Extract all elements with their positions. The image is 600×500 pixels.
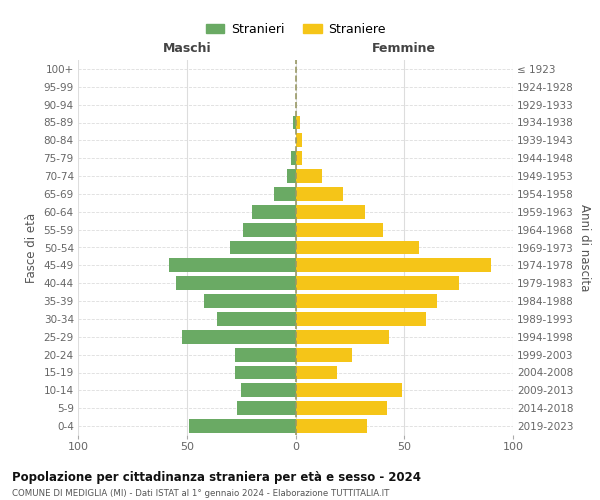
Bar (296, 134, 302, 147)
Bar (296, 222, 383, 236)
Bar (296, 312, 426, 326)
Bar (182, 330, 296, 344)
Bar (296, 205, 365, 219)
Bar (241, 384, 296, 398)
Text: COMUNE DI MEDIGLIA (MI) - Dati ISTAT al 1° gennaio 2024 - Elaborazione TUTTITALI: COMUNE DI MEDIGLIA (MI) - Dati ISTAT al … (12, 489, 389, 498)
Bar (235, 348, 296, 362)
Bar (296, 151, 302, 165)
Bar (296, 348, 352, 362)
Bar (235, 366, 296, 380)
Text: Popolazione per cittadinanza straniera per età e sesso - 2024: Popolazione per cittadinanza straniera p… (12, 471, 421, 484)
Bar (296, 401, 387, 415)
Text: Maschi: Maschi (163, 42, 211, 54)
Bar (296, 116, 300, 130)
Bar (287, 169, 296, 183)
Bar (252, 205, 296, 219)
Legend: Stranieri, Straniere: Stranieri, Straniere (200, 18, 391, 40)
Bar (296, 187, 343, 201)
Bar (274, 187, 296, 201)
Bar (293, 116, 296, 130)
Bar (296, 276, 458, 290)
Bar (291, 151, 296, 165)
Bar (296, 384, 402, 398)
Bar (296, 330, 389, 344)
Bar (296, 258, 491, 272)
Y-axis label: Fasce di età: Fasce di età (25, 212, 38, 282)
Bar (204, 294, 296, 308)
Bar (169, 258, 296, 272)
Bar (296, 419, 367, 433)
Bar (237, 401, 296, 415)
Bar (176, 276, 296, 290)
Bar (230, 240, 296, 254)
Bar (296, 169, 322, 183)
Text: Femmine: Femmine (372, 42, 436, 54)
Bar (296, 366, 337, 380)
Y-axis label: Anni di nascita: Anni di nascita (578, 204, 590, 291)
Bar (244, 222, 296, 236)
Bar (217, 312, 296, 326)
Bar (189, 419, 296, 433)
Bar (296, 240, 419, 254)
Bar (296, 294, 437, 308)
